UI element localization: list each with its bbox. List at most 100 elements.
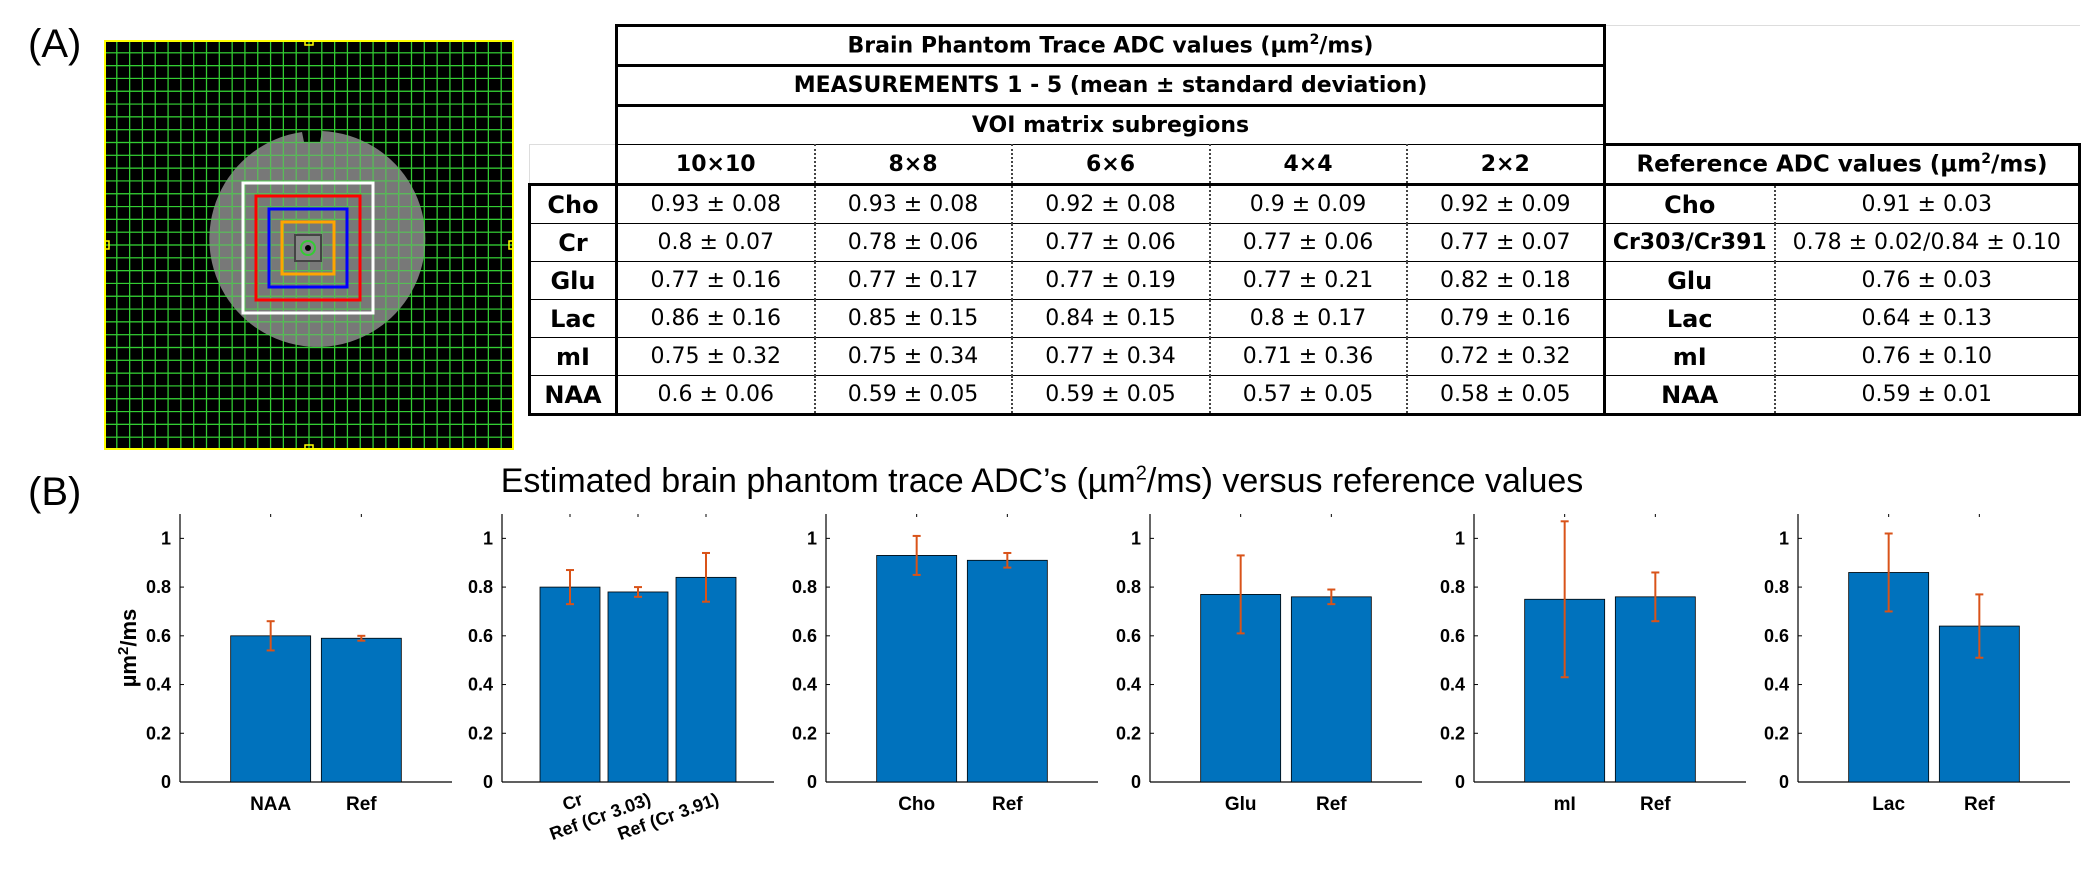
y-tick-label: 0.6 (792, 626, 817, 646)
frame-handle-bottom[interactable] (304, 444, 314, 450)
bar (1200, 594, 1282, 783)
x-tick-label: Ref (1640, 794, 1671, 815)
table-cell: 0.57 ± 0.05 (1208, 375, 1407, 416)
table-cell: 0.59 ± 0.05 (813, 375, 1012, 416)
table-group-header: VOI matrix subregions (615, 105, 1606, 145)
row-label: mI (528, 337, 617, 376)
y-tick-label: 0.2 (1764, 723, 1789, 743)
y-tick-label: 0.2 (468, 723, 493, 743)
x-tick-label: Lac (1872, 794, 1905, 815)
table-cell: 0.77 ± 0.34 (1010, 337, 1210, 376)
x-tick-label: Cho (898, 794, 935, 815)
table-cell: 0.77 ± 0.06 (1010, 223, 1210, 262)
voi-8x8-box (254, 194, 362, 302)
subplot-6: 0 0.2 0.4 0.6 0.8 1 Lac Ref (1764, 514, 2070, 815)
table-row: Lac 0.86 ± 0.16 0.85 ± 0.15 0.84 ± 0.15 … (528, 299, 2081, 338)
table-cell: 0.77 ± 0.16 (615, 261, 815, 300)
x-tick-label: Ref (1316, 794, 1347, 815)
y-tick-label: 0.8 (792, 577, 817, 597)
y-tick-label: 1 (1455, 528, 1465, 548)
phantom-voi-image (104, 40, 514, 450)
voi-10x10-box (241, 181, 375, 315)
ref-row-label: Lac (1603, 299, 1775, 338)
x-tick-label: Ref (Cr 3.03) (547, 789, 653, 844)
ref-cell: 0.64 ± 0.13 (1773, 299, 2081, 338)
table-cell: 0.77 ± 0.17 (813, 261, 1012, 300)
table-cell: 0.71 ± 0.36 (1208, 337, 1407, 376)
bar (1290, 596, 1372, 783)
table-cell: 0.8 ± 0.07 (615, 223, 815, 262)
y-tick-label: 0 (1131, 772, 1141, 792)
frame-handle-left[interactable] (104, 240, 110, 250)
table-cell: 0.8 ± 0.17 (1208, 299, 1407, 338)
y-tick-label: 0.8 (468, 577, 493, 597)
y-tick-label: 1 (161, 528, 171, 548)
table-cell: 0.82 ± 0.18 (1405, 261, 1606, 300)
table-cell: 0.85 ± 0.15 (813, 299, 1012, 338)
y-tick-label: 0.2 (146, 723, 171, 743)
ref-row-label: Glu (1603, 261, 1775, 300)
ref-row-label: Cr303/Cr391 (1603, 223, 1775, 262)
ref-row-label: NAA (1603, 375, 1775, 416)
table-cell: 0.93 ± 0.08 (615, 184, 815, 224)
y-tick-label: 0.4 (792, 675, 817, 695)
table-cell: 0.58 ± 0.05 (1405, 375, 1606, 416)
x-tick-label: Ref (1964, 794, 1995, 815)
bar (539, 586, 601, 783)
ref-header: Reference ADC values (µm2/ms) (1603, 144, 2081, 186)
y-tick-label: 0 (1455, 772, 1465, 792)
bar (320, 637, 402, 783)
frame-handle-right[interactable] (508, 240, 514, 250)
ref-row-label: mI (1603, 337, 1775, 376)
table-cell: 0.93 ± 0.08 (813, 184, 1012, 224)
table-cell: 0.92 ± 0.09 (1405, 184, 1606, 224)
subplot-3: 0 0.2 0.4 0.6 0.8 1 Cho Ref (792, 514, 1098, 815)
col-header-8x8: 8×8 (813, 144, 1012, 186)
y-tick-label: 0 (161, 772, 171, 792)
table-cell: 0.77 ± 0.07 (1405, 223, 1606, 262)
y-tick-label: 1 (1131, 528, 1141, 548)
frame-handle-top[interactable] (304, 40, 314, 46)
y-tick-label: 0.6 (1116, 626, 1141, 646)
y-tick-label: 1 (483, 528, 493, 548)
y-tick-label: 0.8 (146, 577, 171, 597)
voi-6x6-box (267, 207, 349, 289)
subplot-1: 0 0.2 0.4 0.6 0.8 1 NAA Ref (146, 514, 452, 815)
image-frame (104, 40, 514, 450)
bar (1614, 596, 1696, 783)
table-row: NAA 0.6 ± 0.06 0.59 ± 0.05 0.59 ± 0.05 0… (528, 375, 2081, 416)
panel-a-label: (A) (28, 22, 82, 66)
bar (876, 555, 958, 783)
y-tick-label: 0.8 (1764, 577, 1789, 597)
table-cell: 0.78 ± 0.06 (813, 223, 1012, 262)
table-cell: 0.9 ± 0.09 (1208, 184, 1407, 224)
table-row: mI 0.75 ± 0.32 0.75 ± 0.34 0.77 ± 0.34 0… (528, 337, 2081, 376)
y-tick-label: 0.4 (146, 675, 171, 695)
subplot-4: 0 0.2 0.4 0.6 0.8 1 Glu Ref (1116, 514, 1422, 815)
table-subtitle: MEASUREMENTS 1 - 5 (mean ± standard devi… (615, 65, 1606, 107)
x-tick-label: Ref (992, 794, 1023, 815)
subplot-5: 0 0.2 0.4 0.6 0.8 1 mI Ref (1440, 514, 1746, 815)
col-header-4x4: 4×4 (1208, 144, 1407, 186)
table-row: Glu 0.77 ± 0.16 0.77 ± 0.17 0.77 ± 0.19 … (528, 261, 2081, 300)
ref-cell: 0.76 ± 0.03 (1773, 261, 2081, 300)
x-tick-label: Cr (560, 789, 586, 815)
table-cell: 0.77 ± 0.21 (1208, 261, 1407, 300)
bar (1848, 572, 1930, 783)
voi-center-marker (300, 240, 316, 256)
x-tick-label: Ref (Cr 3.91) (615, 789, 721, 844)
ref-cell: 0.78 ± 0.02/0.84 ± 0.10 (1773, 223, 2081, 262)
row-label: Cho (528, 184, 617, 224)
bar (230, 635, 312, 783)
table-cell: 0.75 ± 0.34 (813, 337, 1012, 376)
y-tick-label: 0.2 (1116, 723, 1141, 743)
y-tick-label: 0.6 (468, 626, 493, 646)
bar (675, 576, 737, 783)
y-tick-label: 0.8 (1440, 577, 1465, 597)
adc-table: Brain Phantom Trace ADC values (µm2/ms) … (528, 24, 2081, 416)
table-cell: 0.77 ± 0.06 (1208, 223, 1407, 262)
table-cell: 0.59 ± 0.05 (1010, 375, 1210, 416)
x-tick-label: mI (1554, 794, 1576, 815)
y-axis-label: µm2/ms (115, 609, 141, 688)
